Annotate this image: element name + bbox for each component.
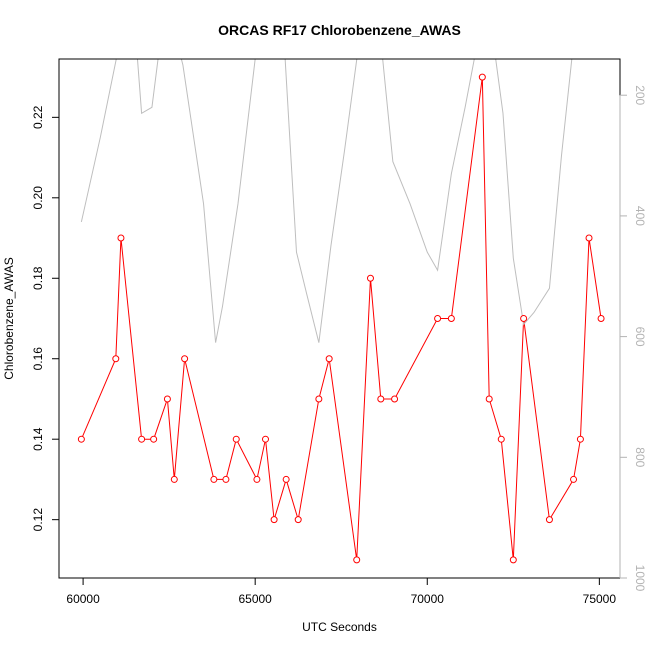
data-point <box>520 315 528 322</box>
y-axis-right: 200 400 600 800 1000 <box>619 85 647 592</box>
y-tick-label: 0.22 <box>31 105 45 129</box>
data-point <box>497 435 505 443</box>
chart-title: ORCAS RF17 Chlorobenzene_AWAS <box>218 22 461 38</box>
data-point <box>232 435 240 443</box>
data-point <box>434 315 442 322</box>
right-tick-label: 800 <box>633 447 647 467</box>
right-tick-label: 200 <box>633 85 647 105</box>
data-point <box>163 395 171 403</box>
right-tick-label: 1000 <box>633 565 647 592</box>
series-line-right <box>80 59 573 343</box>
data-point <box>478 73 486 81</box>
y-tick-label: 0.12 <box>31 508 45 532</box>
y-tick-label: 0.16 <box>31 347 45 371</box>
right-tick-label: 600 <box>633 327 647 347</box>
data-point <box>117 234 125 242</box>
x-axis: 60000 65000 70000 75000 <box>66 577 617 606</box>
data-point <box>325 355 333 363</box>
y-axis-label: Chlorobenzene_AWAS <box>2 257 16 380</box>
y-tick-label: 0.14 <box>31 427 45 451</box>
data-point <box>270 516 278 524</box>
y-tick-label: 0.18 <box>31 266 45 290</box>
data-point <box>576 435 584 443</box>
data-point <box>253 475 261 483</box>
data-point <box>570 475 578 483</box>
data-point <box>222 475 230 483</box>
data-point <box>545 516 553 524</box>
series-line-left <box>80 77 602 560</box>
data-point <box>262 435 269 443</box>
data-point <box>315 395 323 403</box>
data-point <box>377 395 385 403</box>
data-point <box>366 274 374 282</box>
right-tick-label: 400 <box>633 206 647 226</box>
data-point <box>210 475 218 483</box>
data-point <box>77 435 85 443</box>
data-point <box>138 435 146 443</box>
data-point <box>112 355 120 363</box>
x-tick-label: 65000 <box>238 592 272 606</box>
x-tick-label: 60000 <box>66 592 100 606</box>
data-point <box>447 315 455 322</box>
data-point <box>597 315 605 322</box>
data-point <box>282 475 290 483</box>
x-tick-label: 70000 <box>411 592 445 606</box>
x-tick-label: 75000 <box>583 592 617 606</box>
data-point <box>294 516 302 524</box>
data-point <box>509 556 517 564</box>
y-tick-label: 0.20 <box>31 186 45 210</box>
y-axis-left: 0.12 0.14 0.16 0.18 0.20 0.22 <box>31 105 59 531</box>
data-point <box>353 556 361 564</box>
plot-frame <box>58 58 621 579</box>
data-point <box>170 475 178 483</box>
data-point <box>181 355 189 363</box>
x-axis-label: UTC Seconds <box>302 620 377 634</box>
data-point <box>391 395 399 403</box>
data-point <box>485 395 493 403</box>
data-point <box>585 234 593 242</box>
data-point <box>150 435 158 443</box>
